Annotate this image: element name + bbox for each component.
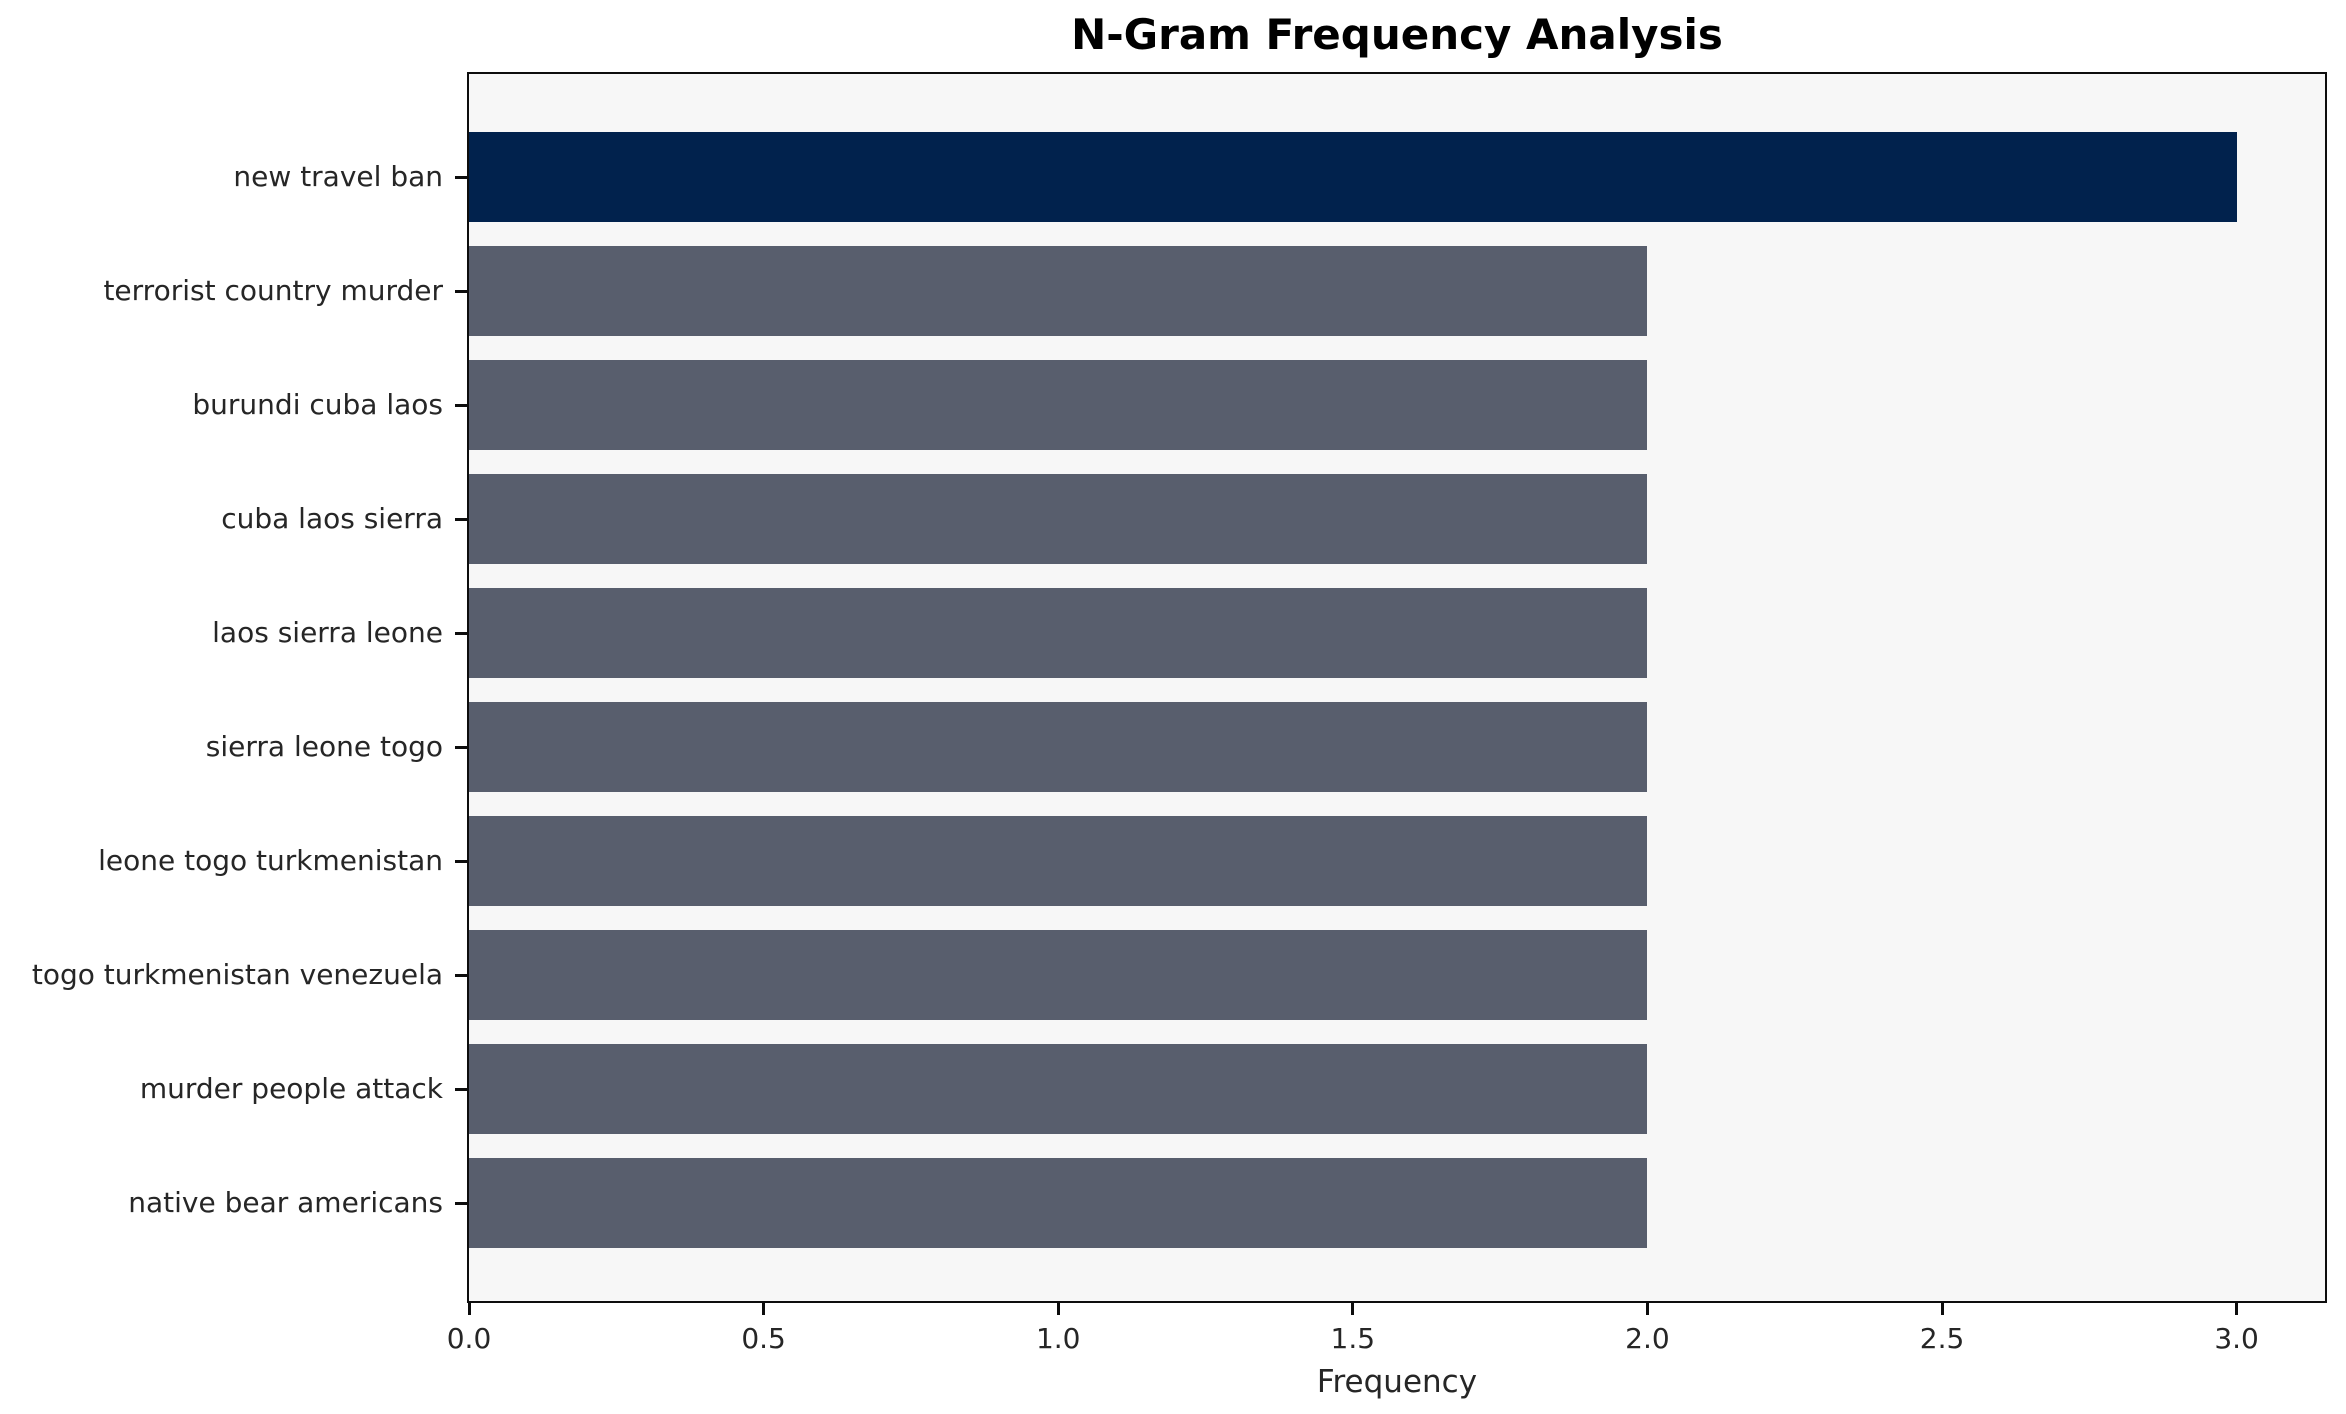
x-tick-mark [762,1303,766,1315]
x-tick-label: 0.5 [741,1322,786,1355]
x-tick-label: 2.0 [1625,1322,1670,1355]
y-tick-label: sierra leone togo [205,730,443,763]
y-tick-mark [455,1202,467,1205]
y-tick-label: burundi cuba laos [192,388,443,421]
x-tick-mark [1056,1303,1060,1315]
y-tick-mark [455,974,467,977]
bar [469,360,1647,450]
y-tick-mark [455,176,467,179]
bar-row [469,690,2325,804]
bar-row [469,918,2325,1032]
bar-row [469,1146,2325,1260]
bar [469,702,1647,792]
x-tick-label: 3.0 [2214,1322,2259,1355]
x-axis-title: Frequency [1316,1364,1478,1400]
bar-row [469,234,2325,348]
bar [469,1044,1647,1134]
x-tick-mark [1940,1303,1944,1315]
bar-row [469,462,2325,576]
y-tick-mark [455,1088,467,1091]
bar [469,132,2237,222]
y-tick-label: laos sierra leone [212,616,443,649]
y-tick-label: murder people attack [139,1072,443,1105]
y-tick-mark [455,860,467,863]
x-tick-mark [1351,1303,1355,1315]
x-tick-mark [2235,1303,2239,1315]
x-tick-mark [1645,1303,1649,1315]
y-tick-mark [455,632,467,635]
y-tick-label: togo turkmenistan venezuela [31,958,443,991]
x-tick-label: 1.5 [1330,1322,1376,1355]
bar [469,1158,1647,1248]
x-tick-label: 2.5 [1919,1322,1965,1355]
bar [469,816,1647,906]
bar [469,246,1647,336]
y-tick-label: cuba laos sierra [221,502,443,535]
x-tick-mark [467,1303,471,1315]
y-tick-mark [455,518,467,521]
y-tick-label: terrorist country murder [103,274,443,307]
y-tick-label: native bear americans [128,1186,443,1219]
bar-row [469,348,2325,462]
bar-row [469,120,2325,234]
x-tick-label: 0.0 [446,1322,492,1355]
bar [469,930,1647,1020]
bar-row [469,1032,2325,1146]
y-tick-mark [455,746,467,749]
plot-area [467,72,2327,1303]
x-tick-label: 1.0 [1035,1322,1081,1355]
y-tick-label: leone togo turkmenistan [98,844,443,877]
chart-title: N-Gram Frequency Analysis [1071,10,1723,59]
bar [469,474,1647,564]
y-tick-mark [455,290,467,293]
y-tick-mark [455,404,467,407]
y-tick-label: new travel ban [233,160,443,193]
bar-row [469,804,2325,918]
bar [469,588,1647,678]
bar-row [469,576,2325,690]
